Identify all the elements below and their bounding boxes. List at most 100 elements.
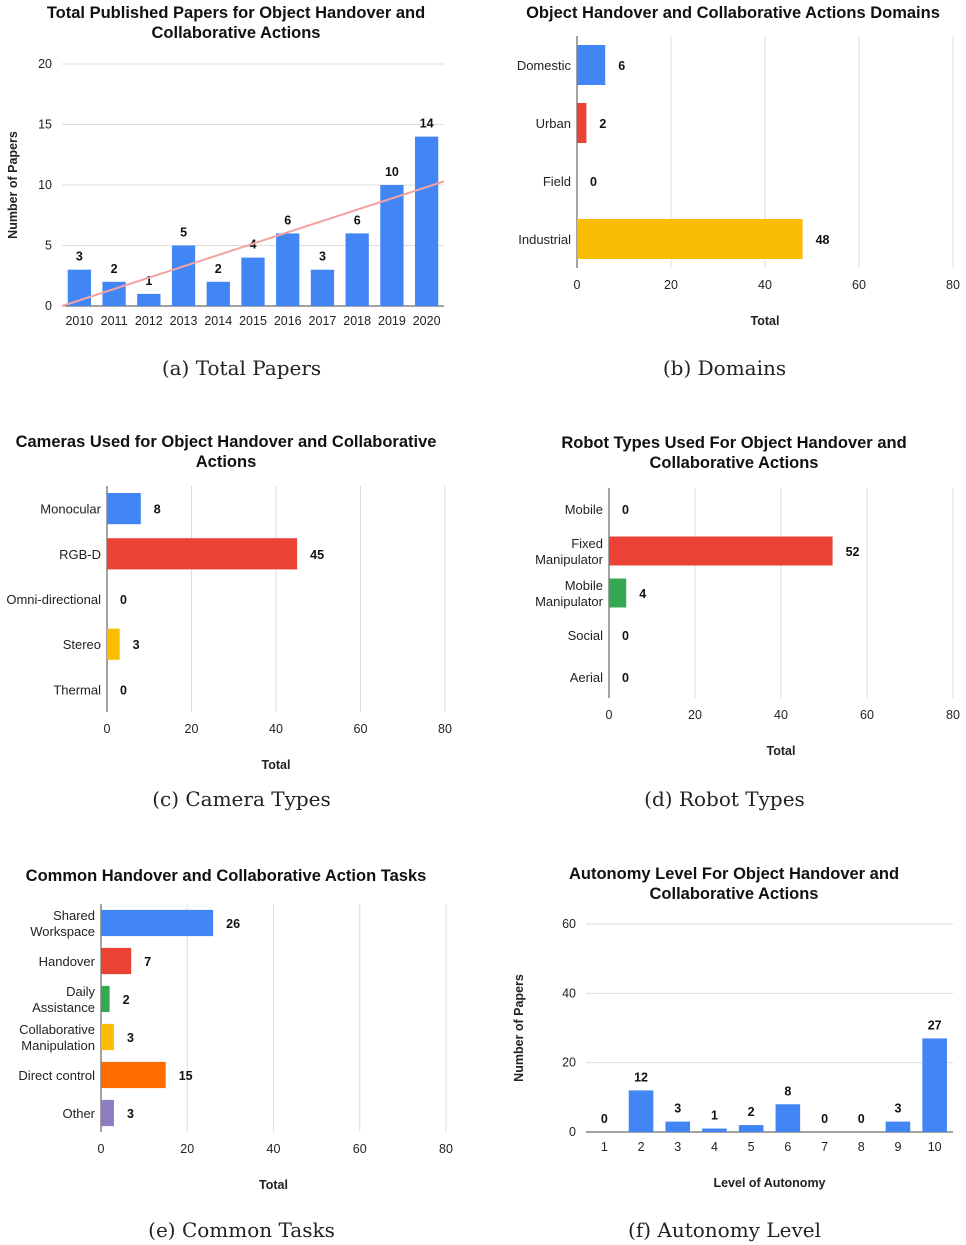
- x-tick-label: 9: [894, 1140, 901, 1154]
- data-label: 0: [858, 1112, 865, 1126]
- bar: [67, 269, 91, 306]
- bar: [241, 257, 265, 306]
- chart-panel-a: Total Published Papers for Object Handov…: [0, 0, 483, 415]
- data-label: 3: [674, 1102, 681, 1116]
- chart-b-svg: Object Handover and Collaborative Action…: [517, 4, 960, 328]
- x-tick-label: 2: [638, 1140, 645, 1154]
- x-axis-label: Total: [767, 744, 796, 758]
- bar: [577, 102, 587, 144]
- data-label: 2: [599, 117, 606, 131]
- x-tick-label: 2017: [309, 314, 337, 328]
- y-tick-label: 20: [38, 57, 52, 71]
- x-tick-label: 3: [674, 1140, 681, 1154]
- x-tick-label: 2015: [239, 314, 267, 328]
- y-tick-label: 60: [562, 917, 576, 931]
- y-axis-label: Number of Papers: [512, 974, 526, 1082]
- data-label: 3: [76, 250, 83, 264]
- data-label: 8: [154, 503, 161, 517]
- x-tick-label: 80: [946, 708, 960, 722]
- bar: [206, 281, 230, 306]
- x-tick-label: 60: [354, 722, 368, 736]
- bar: [775, 1104, 801, 1132]
- chart-title: Collaborative Actions: [151, 24, 320, 42]
- chart-panel-f: Autonomy Level For Object Handover and Co…: [483, 830, 966, 1245]
- y-tick-label: 20: [562, 1056, 576, 1070]
- x-tick-label: 2010: [65, 314, 93, 328]
- bar: [702, 1128, 727, 1132]
- bar: [628, 1090, 654, 1132]
- data-label: 1: [711, 1109, 718, 1123]
- y-tick-label: 15: [38, 118, 52, 132]
- chart-e-svg: Common Handover and Collaborative Action…: [18, 867, 453, 1192]
- x-tick-label: 80: [438, 722, 452, 736]
- chart-panel-c: Cameras Used for Object Handover and Col…: [0, 415, 483, 830]
- x-tick-label: 80: [946, 278, 960, 292]
- x-tick-label: 20: [664, 278, 678, 292]
- data-label: 3: [133, 638, 140, 652]
- chart-title: Total Published Papers for Object Handov…: [47, 4, 425, 22]
- category-label: Assistance: [32, 1000, 95, 1015]
- data-label: 5: [180, 226, 187, 240]
- x-tick-label: 20: [688, 708, 702, 722]
- category-label: Mobile: [565, 502, 603, 517]
- chart-panel-e: Common Handover and Collaborative Action…: [0, 830, 483, 1245]
- chart-title: Actions: [196, 453, 257, 471]
- chart-panel-d: Robot Types Used For Object Handover and…: [483, 415, 966, 830]
- x-tick-label: 0: [606, 708, 613, 722]
- data-label: 15: [179, 1069, 193, 1083]
- chart-panel-b: Object Handover and Collaborative Action…: [483, 0, 966, 415]
- category-label: Workspace: [30, 924, 95, 939]
- x-tick-label: 20: [180, 1142, 194, 1156]
- y-tick-label: 0: [569, 1125, 576, 1139]
- category-label: Omni-directional: [6, 592, 101, 607]
- x-tick-label: 2012: [135, 314, 163, 328]
- data-label: 14: [420, 117, 434, 131]
- category-label: Collaborative: [19, 1022, 95, 1037]
- category-label: Domestic: [517, 58, 572, 73]
- category-label: RGB-D: [59, 547, 101, 562]
- data-label: 8: [784, 1084, 791, 1098]
- data-label: 0: [821, 1112, 828, 1126]
- x-tick-label: 40: [774, 708, 788, 722]
- data-label: 3: [894, 1102, 901, 1116]
- chart-c-svg: Cameras Used for Object Handover and Col…: [6, 433, 452, 772]
- category-label: Aerial: [570, 670, 603, 685]
- x-tick-label: 60: [353, 1142, 367, 1156]
- data-label: 2: [111, 262, 118, 276]
- category-label: Urban: [536, 116, 571, 131]
- chart-title: Collaborative Actions: [649, 454, 818, 472]
- caption-c: (c) Camera Types: [152, 787, 331, 811]
- category-label: Direct control: [18, 1068, 95, 1083]
- data-label: 0: [601, 1112, 608, 1126]
- bar: [107, 538, 298, 570]
- data-label: 0: [590, 175, 597, 189]
- data-label: 6: [284, 213, 291, 227]
- category-label: Stereo: [63, 637, 101, 652]
- data-label: 0: [622, 629, 629, 643]
- data-label: 4: [639, 587, 646, 601]
- chart-a-svg: Total Published Papers for Object Handov…: [6, 4, 445, 328]
- category-label: Handover: [39, 954, 96, 969]
- chart-title: Object Handover and Collaborative Action…: [526, 4, 940, 22]
- bar: [101, 1061, 166, 1089]
- bar: [415, 136, 439, 306]
- data-label: 2: [123, 993, 130, 1007]
- x-axis-label: Total: [751, 314, 780, 328]
- data-label: 0: [622, 671, 629, 685]
- y-tick-label: 5: [45, 239, 52, 253]
- bar: [101, 1023, 114, 1051]
- category-label: Monocular: [40, 502, 101, 517]
- x-axis-label: Level of Autonomy: [713, 1176, 825, 1190]
- x-tick-label: 80: [439, 1142, 453, 1156]
- bar: [885, 1121, 911, 1132]
- data-label: 45: [310, 548, 324, 562]
- data-label: 2: [748, 1105, 755, 1119]
- data-label: 26: [226, 917, 240, 931]
- category-label: Manipulator: [535, 594, 604, 609]
- bar: [609, 578, 627, 608]
- bar: [101, 1099, 114, 1127]
- category-label: Industrial: [518, 232, 571, 247]
- bar: [137, 293, 161, 306]
- x-tick-label: 8: [858, 1140, 865, 1154]
- bar: [380, 185, 404, 306]
